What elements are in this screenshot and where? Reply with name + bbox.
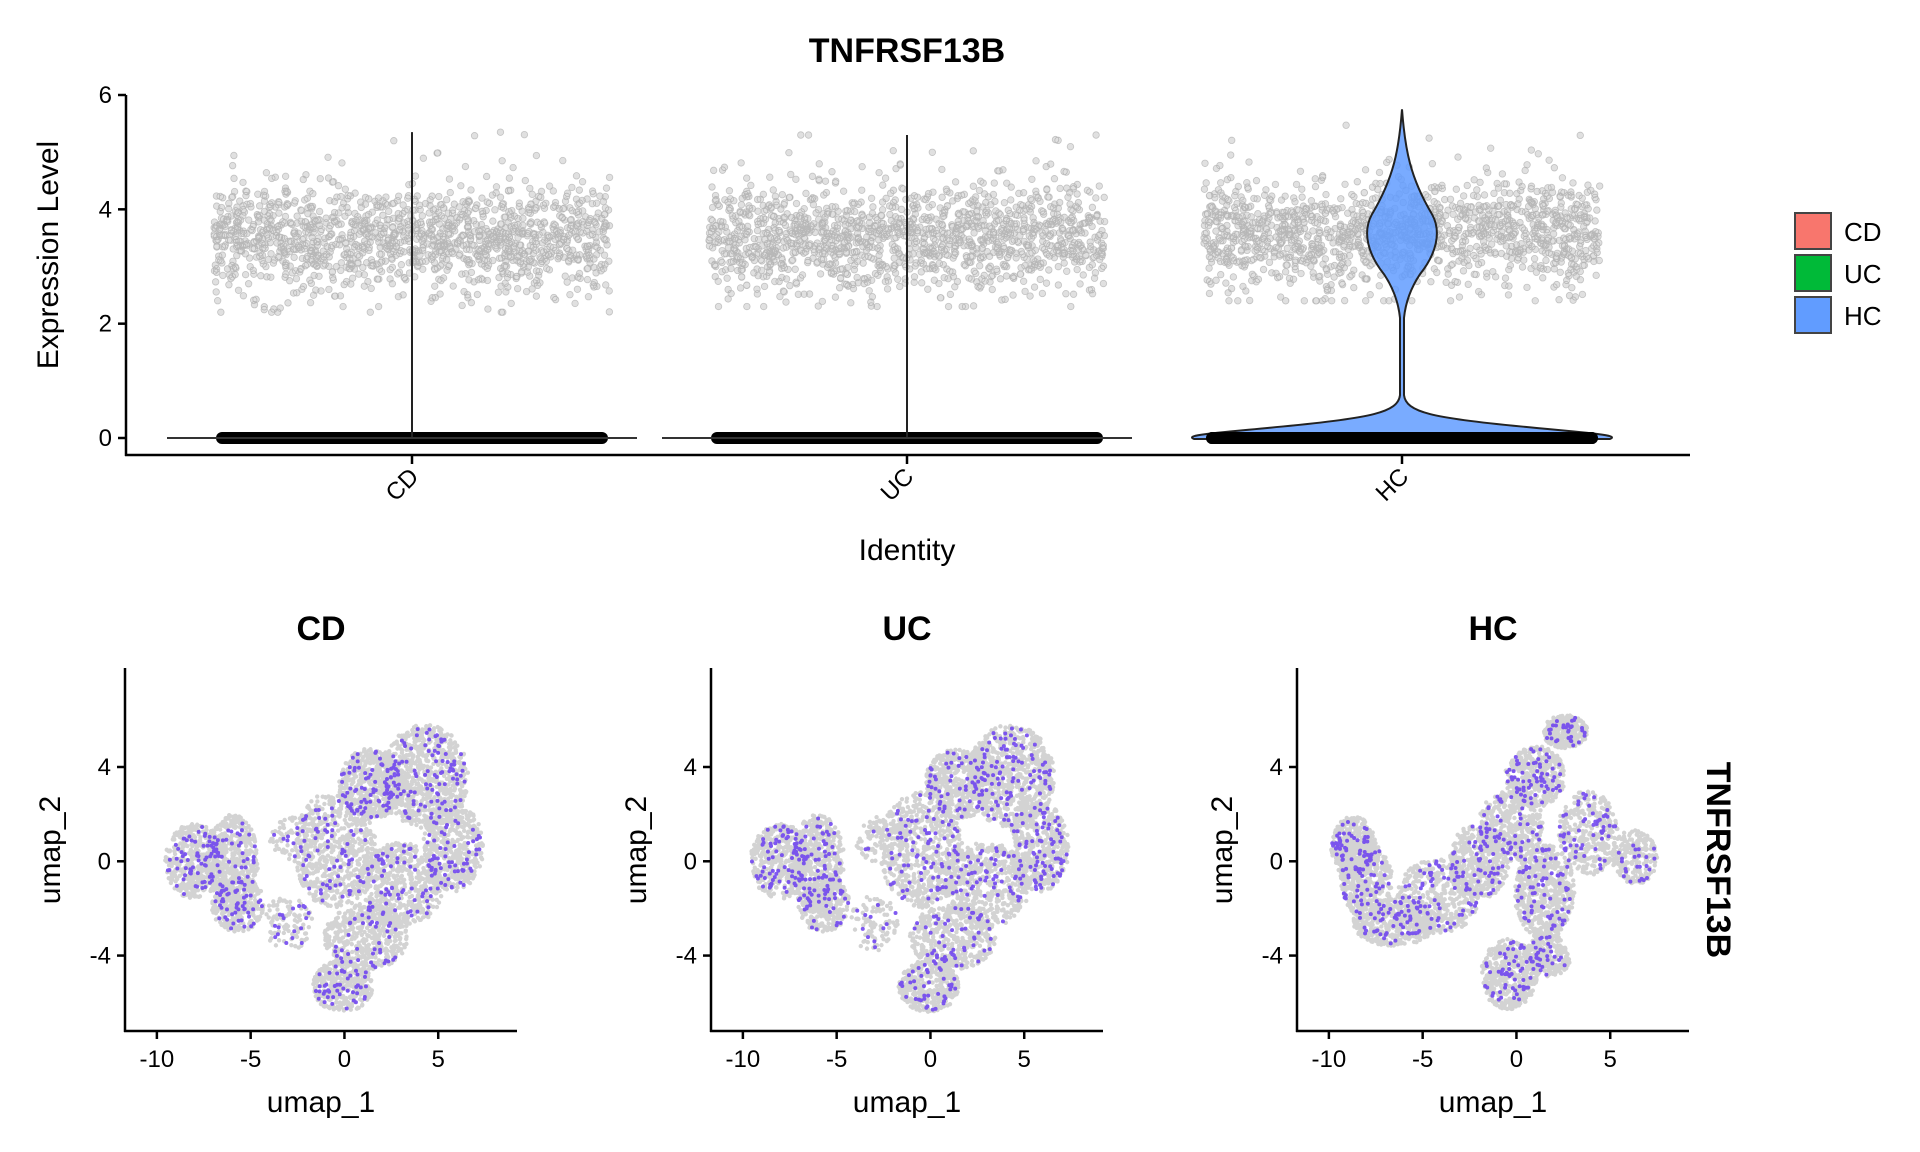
umap-title: CD	[296, 610, 345, 648]
umap-x-axis-title: umap_1	[267, 1086, 375, 1119]
umap-y-tick-label: 4	[684, 754, 697, 781]
umap-y-tick-label: -4	[676, 943, 697, 970]
legend-swatch-CD	[1794, 212, 1832, 250]
y-tick-label: 4	[99, 196, 112, 223]
umap-title: UC	[882, 610, 931, 648]
umap-panel-CD: CD umap_1 umap_2 -10 -5 0 5 -4 0 4	[34, 610, 517, 1119]
y-tick-label: 6	[99, 82, 112, 109]
umap-y-tick-label: -4	[1262, 943, 1283, 970]
umap-y-tick-label: 4	[1270, 754, 1283, 781]
legend: CD UC HC	[1794, 212, 1882, 334]
umap-x-tick-label: -10	[726, 1046, 761, 1073]
umap-x-tick-label: 0	[338, 1046, 351, 1073]
x-tick-label: HC	[1371, 463, 1415, 507]
x-tick-label: UC	[876, 463, 920, 507]
legend-swatch-UC	[1794, 254, 1832, 292]
umap-x-axis-title: umap_1	[853, 1086, 961, 1119]
umap-x-tick-label: -5	[1412, 1046, 1433, 1073]
violin-title: TNFRSF13B	[809, 32, 1005, 70]
umap-y-axis-title: umap_2	[620, 796, 653, 904]
umap-y-tick-label: 0	[684, 848, 697, 875]
umap-y-axis-title: umap_2	[1206, 796, 1239, 904]
umap-x-tick-label: -5	[826, 1046, 847, 1073]
umap-panel-HC: HC umap_1 umap_2 -10 -5 0 5 -4 0 4	[1206, 610, 1689, 1119]
y-tick-label: 0	[99, 425, 112, 452]
umap-x-tick-label: 5	[1604, 1046, 1617, 1073]
umap-panels: CD umap_1 umap_2 -10 -5 0 5 -4 0 4 UC umap_1 umap_2 -…	[34, 610, 1689, 1119]
violin-plot: TNFRSF13B Expression Level Identity 0 2 4 6…	[32, 32, 1882, 567]
umap-points-low	[163, 723, 485, 1013]
y-axis-title: Expression Level	[32, 141, 65, 369]
umap-title: HC	[1468, 610, 1517, 648]
umap-x-axis-title: umap_1	[1439, 1086, 1547, 1119]
umap-x-tick-label: -10	[140, 1046, 175, 1073]
legend-swatch-HC	[1794, 296, 1832, 334]
umap-x-tick-label: 5	[432, 1046, 445, 1073]
legend-label-UC: UC	[1844, 259, 1882, 289]
umap-y-tick-label: 0	[1270, 848, 1283, 875]
umap-x-tick-label: -5	[240, 1046, 261, 1073]
y-tick-label: 2	[99, 311, 112, 338]
feature-strip-label: TNFRSF13B	[1699, 762, 1737, 958]
umap-x-tick-label: 0	[1510, 1046, 1523, 1073]
umap-panel-UC: UC umap_1 umap_2 -10 -5 0 5 -4 0 4	[620, 610, 1103, 1119]
umap-y-tick-label: -4	[90, 943, 111, 970]
x-axis-title: Identity	[859, 534, 956, 567]
zero-points-overlay-HC	[1206, 432, 1598, 444]
x-tick-label: CD	[381, 463, 425, 507]
legend-label-CD: CD	[1844, 217, 1882, 247]
umap-y-axis-title: umap_2	[34, 796, 67, 904]
umap-x-tick-label: -10	[1312, 1046, 1347, 1073]
umap-points-low	[1329, 713, 1660, 1012]
umap-y-tick-label: 4	[98, 754, 111, 781]
umap-y-tick-label: 0	[98, 848, 111, 875]
umap-x-tick-label: 0	[924, 1046, 937, 1073]
umap-x-tick-label: 5	[1018, 1046, 1031, 1073]
legend-label-HC: HC	[1844, 301, 1882, 331]
umap-points-low	[749, 723, 1071, 1014]
